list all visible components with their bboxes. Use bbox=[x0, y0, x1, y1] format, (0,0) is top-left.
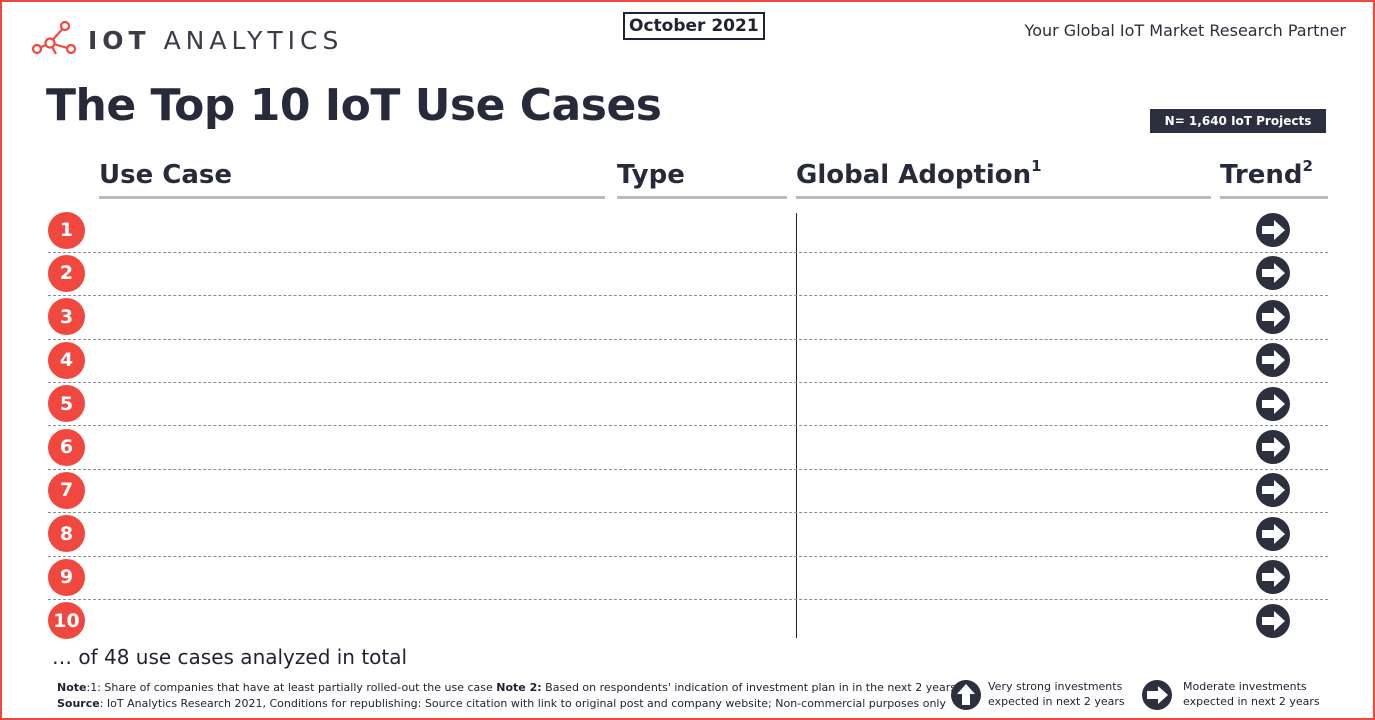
rank-badge: 4 bbox=[48, 341, 85, 379]
row-separator bbox=[48, 251, 1328, 253]
footnote-source: Source: IoT Analytics Research 2021, Con… bbox=[57, 697, 946, 710]
total-use-cases-note: … of 48 use cases analyzed in total bbox=[52, 645, 408, 669]
row-separator bbox=[48, 512, 1328, 514]
row-separator bbox=[48, 555, 1328, 557]
right-arrow-circle-icon bbox=[1256, 560, 1290, 595]
row-separator bbox=[48, 338, 1328, 340]
brand-name: IOT ANALYTICS bbox=[88, 25, 344, 55]
right-arrow-circle-icon bbox=[1256, 386, 1290, 421]
row-separator bbox=[48, 468, 1328, 470]
legend-strong-label: Very strong investments expected in next … bbox=[988, 680, 1125, 708]
right-arrow-circle-icon bbox=[1256, 516, 1290, 551]
column-header-type: Type bbox=[617, 160, 787, 199]
right-arrow-circle-icon bbox=[1256, 430, 1290, 464]
right-arrow-circle-icon bbox=[1142, 680, 1172, 710]
right-arrow-circle-icon bbox=[1256, 213, 1290, 247]
rank-badge: 1 bbox=[48, 211, 85, 249]
rank-badge: 5 bbox=[48, 385, 85, 423]
rank-badge: 9 bbox=[48, 558, 85, 596]
column-header-trend: Trend2 bbox=[1220, 159, 1328, 199]
rank-badge: 3 bbox=[48, 298, 85, 336]
network-nodes-icon bbox=[31, 20, 77, 55]
column-header-global-adoption: Global Adoption1 bbox=[796, 159, 1211, 199]
right-arrow-circle-icon bbox=[1256, 299, 1290, 334]
row-separator bbox=[48, 425, 1328, 427]
row-separator bbox=[48, 598, 1328, 600]
column-header-use-case: Use Case bbox=[99, 160, 605, 199]
footnote-notes: Note:1: Share of companies that have at … bbox=[57, 681, 956, 694]
rank-badge: 2 bbox=[48, 254, 85, 292]
rank-badge: 10 bbox=[48, 602, 85, 640]
rank-badge: 6 bbox=[48, 428, 85, 466]
brand-logo: IOT ANALYTICS bbox=[30, 20, 343, 60]
tagline: Your Global IoT Market Research Partner bbox=[1024, 21, 1346, 40]
date-badge: October 2021 bbox=[623, 12, 765, 40]
sample-size-badge: N= 1,640 IoT Projects bbox=[1150, 109, 1326, 133]
right-arrow-circle-icon bbox=[1256, 343, 1290, 378]
right-arrow-circle-icon bbox=[1256, 603, 1290, 638]
row-separator bbox=[48, 295, 1328, 297]
right-arrow-circle-icon bbox=[1256, 256, 1290, 291]
page-title: The Top 10 IoT Use Cases bbox=[46, 80, 662, 131]
row-separator bbox=[48, 381, 1328, 383]
legend-moderate-label: Moderate investments expected in next 2 y… bbox=[1183, 680, 1320, 708]
rank-badge: 7 bbox=[48, 471, 85, 509]
rank-badge: 8 bbox=[48, 515, 85, 553]
right-arrow-circle-icon bbox=[1256, 473, 1290, 508]
up-arrow-circle-icon bbox=[951, 680, 981, 710]
